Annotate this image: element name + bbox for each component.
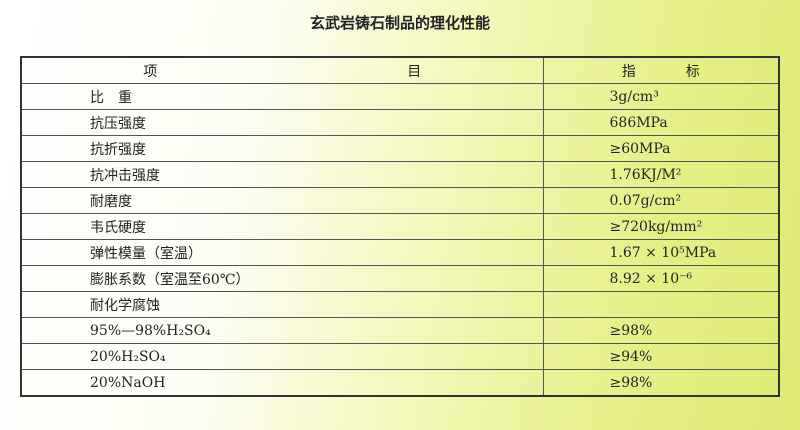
row-value: ≥94% [542,343,780,370]
header-item-b: 目 [407,63,422,80]
row-value: ≥720kg/mm² [542,213,780,240]
table-row: 弹性模量（室温） 1.67 × 10⁵MPa [20,239,780,266]
page-title: 玄武岩铸石制品的理化性能 [309,14,490,32]
header-item-a: 项 [143,63,158,80]
row-item: 抗压强度 [20,109,544,136]
row-value: ≥60MPa [542,135,780,162]
table-row: 95%—98%H₂SO₄ ≥98% [20,317,780,344]
row-item: 20%H₂SO₄ [20,343,544,370]
row-item: 95%—98%H₂SO₄ [20,317,544,344]
table-row: 20%H₂SO₄ ≥94% [20,343,780,370]
table-row: 抗压强度 686MPa [20,109,780,136]
table-header: 项目 指标 [20,56,780,84]
header-value-b: 标 [685,63,700,80]
table-row: 耐化学腐蚀 [20,291,780,318]
row-item: 20%NaOH [20,369,544,397]
table-row: 20%NaOH ≥98% [20,369,780,397]
row-value: ≥98% [542,317,780,344]
row-value: 1.67 × 10⁵MPa [542,239,780,266]
row-item: 韦氏硬度 [20,213,544,240]
table-row: 韦氏硬度 ≥720kg/mm² [20,213,780,240]
row-item: 耐化学腐蚀 [20,291,544,318]
table-row: 耐磨度 0.07g/cm² [20,187,780,214]
header-item: 项目 [20,56,544,84]
table-row: 膨胀系数（室温至60℃） 8.92 × 10⁻⁶ [20,265,780,292]
properties-table: 项目 指标 比 重 3g/cm³ 抗压强度 686MPa 抗折强度 ≥60MPa 抗冲击强度… [20,56,780,397]
row-item: 比 重 [20,83,544,110]
row-value: 1.76KJ/M² [542,161,780,188]
row-item: 膨胀系数（室温至60℃） [20,265,544,292]
table-row: 比 重 3g/cm³ [20,83,780,110]
row-value: 686MPa [542,109,780,136]
table-row: 抗折强度 ≥60MPa [20,135,780,162]
row-item: 弹性模量（室温） [20,239,544,266]
row-item: 抗冲击强度 [20,161,544,188]
table-row: 抗冲击强度 1.76KJ/M² [20,161,780,188]
row-value [542,291,780,318]
row-value: 3g/cm³ [542,83,780,110]
header-value-a: 指 [621,63,636,80]
row-item: 耐磨度 [20,187,544,214]
row-value: 8.92 × 10⁻⁶ [542,265,780,292]
header-value: 指标 [542,56,780,84]
row-value: ≥98% [542,369,780,397]
row-item: 抗折强度 [20,135,544,162]
row-value: 0.07g/cm² [542,187,780,214]
